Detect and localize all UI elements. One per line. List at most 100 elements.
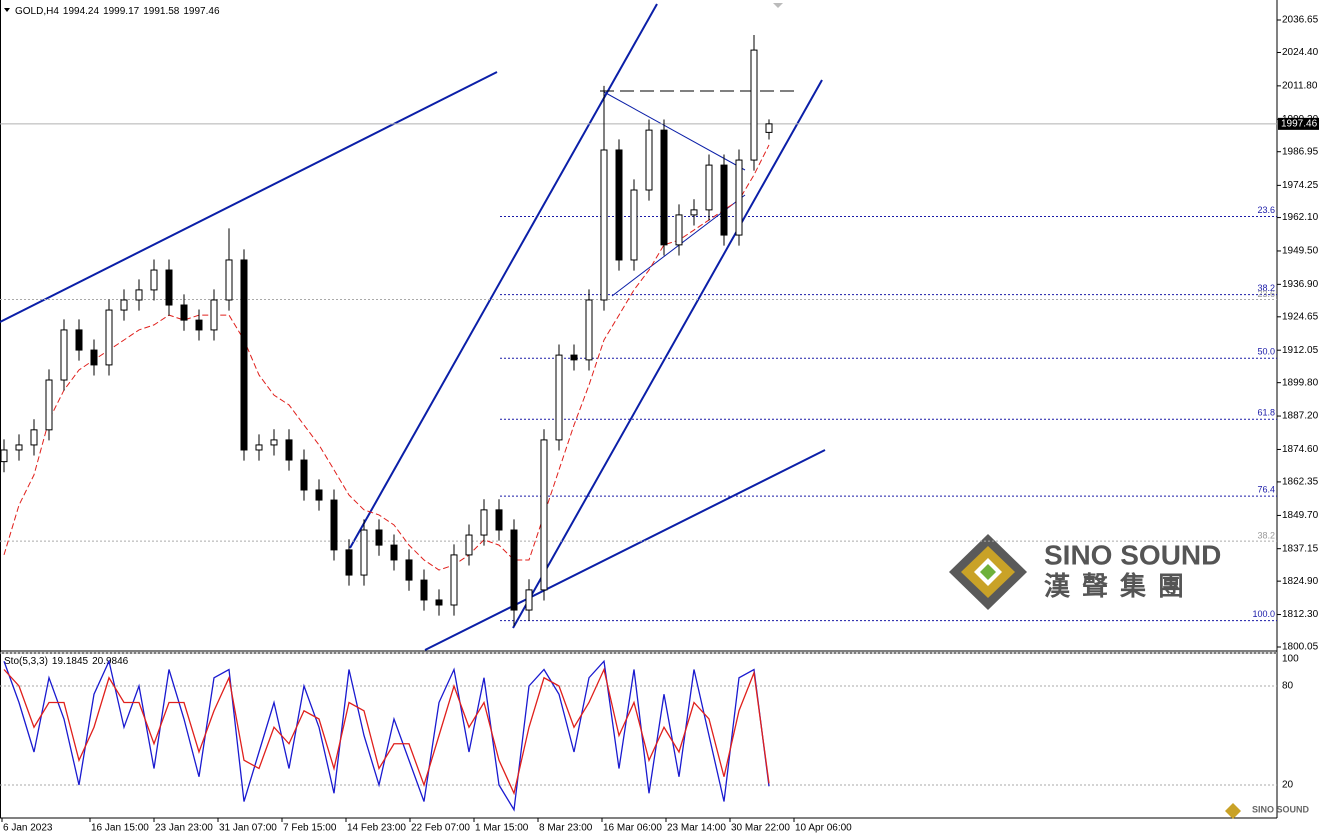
y-tick-label: 1849.70	[1282, 510, 1319, 521]
fib-label: 50.0	[1257, 347, 1275, 357]
fib-label-old: 38.2	[1257, 531, 1275, 541]
candle-body	[690, 209, 698, 216]
fib-label: 38.2	[1257, 283, 1275, 293]
candle-body	[165, 269, 173, 306]
candle-body	[195, 319, 203, 331]
candle-body	[315, 489, 323, 501]
candle-body	[180, 304, 188, 321]
candle-body	[285, 439, 293, 461]
x-tick-label: 23 Jan 23:00	[155, 823, 213, 834]
header-value: 1994.24	[63, 6, 100, 17]
candle-body	[645, 129, 653, 191]
fib-label: 61.8	[1257, 408, 1275, 418]
header-value: 1999.17	[103, 6, 140, 17]
small-logo: SINO SOUND	[1252, 804, 1310, 814]
logo: SINO SOUND 漢聲集團 SINO SOUND	[949, 534, 1310, 819]
candle-body	[0, 449, 8, 463]
y-tick-label: 1862.35	[1282, 477, 1319, 488]
triangle-line	[603, 91, 746, 171]
x-tick-label: 6 Jan 2023	[3, 823, 53, 834]
y-tick-label: 1912.05	[1282, 345, 1319, 356]
candle-body	[225, 259, 233, 301]
candle-body	[300, 459, 308, 491]
fib-label: 23.6	[1257, 205, 1275, 215]
y-tick-label: 1949.50	[1282, 246, 1319, 257]
logo-chinese: 漢聲集團	[1044, 571, 1196, 601]
candle-body	[750, 49, 758, 161]
y-tick-label: 1824.90	[1282, 576, 1319, 587]
chart-header: GOLD,H4 1994.24 1999.17 1991.58 1997.46	[15, 6, 220, 17]
logo-name: SINO SOUND	[1044, 539, 1221, 570]
candle-body	[600, 149, 608, 301]
candle-body	[630, 189, 638, 261]
candle-body	[330, 499, 338, 551]
candle-body	[480, 509, 488, 536]
candle-body	[615, 149, 623, 261]
y-tick-label: 1924.65	[1282, 311, 1319, 322]
candle-body	[255, 444, 263, 451]
y-tick-label: 1837.15	[1282, 543, 1319, 554]
candle-body	[705, 164, 713, 211]
candle-body	[570, 354, 578, 361]
trend-line	[349, 3, 658, 549]
candle-body	[660, 129, 668, 246]
candle-body	[390, 544, 398, 561]
candle-body	[765, 123, 773, 133]
candle-body	[30, 429, 38, 446]
candle-body	[585, 299, 593, 361]
y-tick-label: 1936.90	[1282, 279, 1319, 290]
stochastic-line	[3, 667, 770, 796]
candle-body	[60, 329, 68, 381]
candle-body	[15, 444, 23, 451]
candle-body	[90, 349, 98, 366]
y-tick-label: 2036.65	[1282, 15, 1319, 26]
header-value: 1991.58	[143, 6, 180, 17]
candle-body	[75, 329, 83, 351]
candle-body	[435, 599, 443, 606]
candle-body	[240, 259, 248, 451]
indicator-tick-label: 80	[1282, 681, 1294, 692]
fib-label: 100.0	[1252, 609, 1275, 619]
candle-body	[105, 309, 113, 366]
logo-diamond	[980, 564, 996, 580]
candle-body	[150, 269, 158, 291]
candle-body	[510, 529, 518, 611]
candle-body	[555, 354, 563, 441]
candle-body	[675, 214, 683, 246]
y-tick-label: 1812.30	[1282, 609, 1319, 620]
x-tick-label: 10 Apr 06:00	[795, 823, 852, 834]
candle-body	[495, 509, 503, 531]
x-tick-label: 16 Mar 06:00	[603, 823, 662, 834]
current-price-box	[1278, 117, 1319, 130]
shift-marker	[773, 3, 783, 8]
candle-body	[135, 289, 143, 301]
candle-body	[735, 159, 743, 236]
current-price-label: 1997.46	[1281, 119, 1318, 130]
header-value: 19.1845	[52, 656, 89, 667]
candle-body	[465, 534, 473, 556]
candle-body	[450, 554, 458, 606]
x-tick-label: 22 Feb 07:00	[411, 823, 470, 834]
x-tick-label: 16 Jan 15:00	[91, 823, 149, 834]
candle-body	[270, 439, 278, 446]
menu-arrow	[4, 8, 10, 12]
candle-body	[120, 299, 128, 311]
x-tick-label: 30 Mar 22:00	[731, 823, 790, 834]
trend-line	[512, 79, 823, 629]
y-tick-label: 1974.25	[1282, 180, 1319, 191]
moving-average	[3, 144, 770, 571]
candle-body	[45, 379, 53, 431]
indicator-tick-label: 100	[1282, 654, 1299, 665]
header-value: 1997.46	[183, 6, 220, 17]
x-tick-label: 7 Feb 15:00	[283, 823, 337, 834]
header-value: 20.9846	[92, 656, 129, 667]
trend-line	[424, 449, 826, 651]
candle-body	[540, 439, 548, 591]
small-logo-diamond	[1225, 803, 1241, 819]
candle-body	[720, 164, 728, 236]
candle-body	[405, 559, 413, 581]
candle-body	[360, 529, 368, 576]
candle-body	[375, 529, 383, 546]
y-tick-label: 1899.80	[1282, 377, 1319, 388]
